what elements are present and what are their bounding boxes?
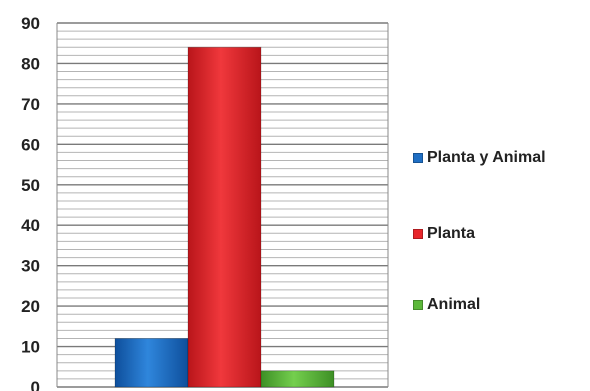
bars bbox=[114, 46, 335, 388]
y-tick-label: 50 bbox=[21, 176, 40, 195]
legend-swatch-red bbox=[413, 229, 423, 239]
y-tick-label: 20 bbox=[21, 297, 40, 316]
legend-item-animal: Animal bbox=[413, 296, 480, 314]
bar-planta bbox=[187, 46, 262, 388]
bar-planta-y-animal bbox=[114, 338, 189, 388]
legend: Planta y Animal Planta Animal bbox=[413, 0, 590, 391]
y-tick-label: 10 bbox=[21, 338, 40, 357]
y-tick-label: 30 bbox=[21, 257, 40, 276]
y-tick-label: 40 bbox=[21, 216, 40, 235]
y-tick-label: 80 bbox=[21, 54, 40, 73]
y-tick-label: 0 bbox=[31, 378, 40, 391]
legend-item-planta-y-animal: Planta y Animal bbox=[413, 149, 546, 167]
legend-label: Animal bbox=[427, 296, 481, 313]
y-axis: 0 10 20 30 40 50 60 70 80 90 bbox=[21, 14, 40, 391]
legend-swatch-blue bbox=[413, 153, 423, 163]
bar-animal bbox=[260, 370, 335, 388]
y-tick-label: 60 bbox=[21, 135, 40, 154]
legend-item-planta: Planta bbox=[413, 225, 475, 243]
legend-label: Planta y Animal bbox=[427, 149, 546, 166]
y-tick-label: 70 bbox=[21, 95, 40, 114]
legend-label: Planta bbox=[427, 225, 476, 242]
y-tick-label: 90 bbox=[21, 14, 40, 33]
legend-swatch-green bbox=[413, 300, 423, 310]
